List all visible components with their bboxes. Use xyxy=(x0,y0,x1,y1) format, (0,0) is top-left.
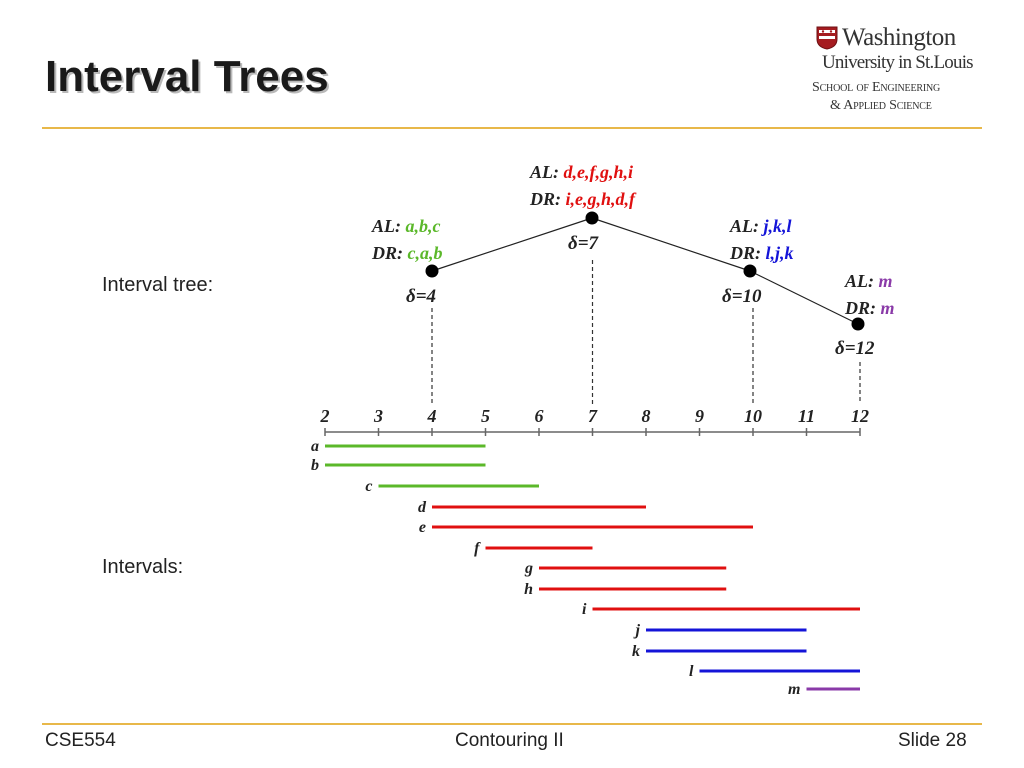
node-delta-label: δ=7 xyxy=(568,233,600,254)
axis-tick-label: 3 xyxy=(373,406,383,426)
node-dr-prefix: DR: xyxy=(729,243,766,263)
header-divider xyxy=(42,127,982,129)
node-dr-list: m xyxy=(881,298,895,318)
node-delta-label: δ=12 xyxy=(835,338,875,359)
interval-label-a: a xyxy=(311,438,319,455)
interval-label-c: c xyxy=(365,478,372,495)
axis-tick-label: 2 xyxy=(320,406,330,426)
logo-line-4: & Applied Science xyxy=(830,98,932,113)
node-al-label: AL: j,k,l xyxy=(729,216,792,236)
node-al-list: a,b,c xyxy=(406,216,441,236)
interval-label-d: d xyxy=(418,499,427,516)
tree-node-n4 xyxy=(425,264,439,278)
axis-tick-label: 8 xyxy=(642,406,651,426)
tree-section-label: Interval tree: xyxy=(102,274,214,296)
node-dr-prefix: DR: xyxy=(844,298,881,318)
tree-node-n10 xyxy=(743,264,757,278)
intervals-section-label: Intervals: xyxy=(102,556,184,578)
interval-label-f: f xyxy=(474,540,481,557)
interval-label-i: i xyxy=(582,601,587,618)
axis-tick-label: 10 xyxy=(744,406,762,426)
crest-icon xyxy=(816,26,838,50)
node-delta-label: δ=10 xyxy=(722,286,762,307)
tree-node-n7 xyxy=(585,211,599,225)
footer-course: CSE554 xyxy=(45,730,116,751)
interval-label-j: j xyxy=(633,622,641,639)
logo-line-2: University in St.Louis xyxy=(822,52,974,73)
node-al-list: j,k,l xyxy=(761,216,792,236)
node-al-prefix: AL: xyxy=(729,216,764,236)
tree-node-n12 xyxy=(851,317,865,331)
node-dr-prefix: DR: xyxy=(529,189,566,209)
axis-tick-label: 5 xyxy=(481,406,490,426)
interval-label-g: g xyxy=(524,560,533,577)
axis-tick-label: 4 xyxy=(427,406,437,426)
node-al-list: d,e,f,g,h,i xyxy=(564,162,634,182)
slide-title: Interval Trees xyxy=(45,52,329,101)
node-al-label: AL: a,b,c xyxy=(371,216,441,236)
axis-tick-label: 11 xyxy=(798,406,815,426)
node-al-prefix: AL: xyxy=(529,162,564,182)
tree-edge xyxy=(431,217,593,272)
node-dr-label: DR: i,e,g,h,d,f xyxy=(529,189,637,209)
footer-slide-number: Slide 28 xyxy=(898,730,967,751)
node-al-label: AL: d,e,f,g,h,i xyxy=(529,162,633,182)
axis-tick-label: 12 xyxy=(851,406,869,426)
axis-tick-label: 7 xyxy=(588,406,598,426)
node-dr-list: c,a,b xyxy=(408,243,443,263)
node-al-label: AL: m xyxy=(844,271,893,291)
axis-tick-label: 6 xyxy=(535,406,544,426)
interval-label-h: h xyxy=(524,581,533,598)
interval-label-b: b xyxy=(311,457,319,474)
axis-tick-label: 9 xyxy=(695,406,704,426)
node-al-prefix: AL: xyxy=(844,271,879,291)
node-dr-label: DR: m xyxy=(844,298,895,318)
node-dr-prefix: DR: xyxy=(371,243,408,263)
footer-topic: Contouring II xyxy=(455,730,564,751)
tree-edge xyxy=(591,217,751,272)
node-dr-label: DR: c,a,b xyxy=(371,243,443,263)
interval-label-l: l xyxy=(689,663,694,680)
logo-line-1: Washington xyxy=(842,24,956,51)
node-dr-list: i,e,g,h,d,f xyxy=(566,189,638,209)
node-dr-list: l,j,k xyxy=(766,243,794,263)
interval-label-k: k xyxy=(632,643,640,660)
node-dr-label: DR: l,j,k xyxy=(729,243,794,263)
footer-divider xyxy=(42,723,982,725)
interval-label-e: e xyxy=(419,519,426,536)
logo-line-3: School of Engineering xyxy=(812,80,941,95)
node-al-prefix: AL: xyxy=(371,216,406,236)
tree-edge xyxy=(749,270,859,325)
interval-label-m: m xyxy=(788,681,800,698)
university-logo: Washington University in St.Louis School… xyxy=(812,24,986,116)
node-al-list: m xyxy=(879,271,893,291)
node-delta-label: δ=4 xyxy=(406,286,436,307)
